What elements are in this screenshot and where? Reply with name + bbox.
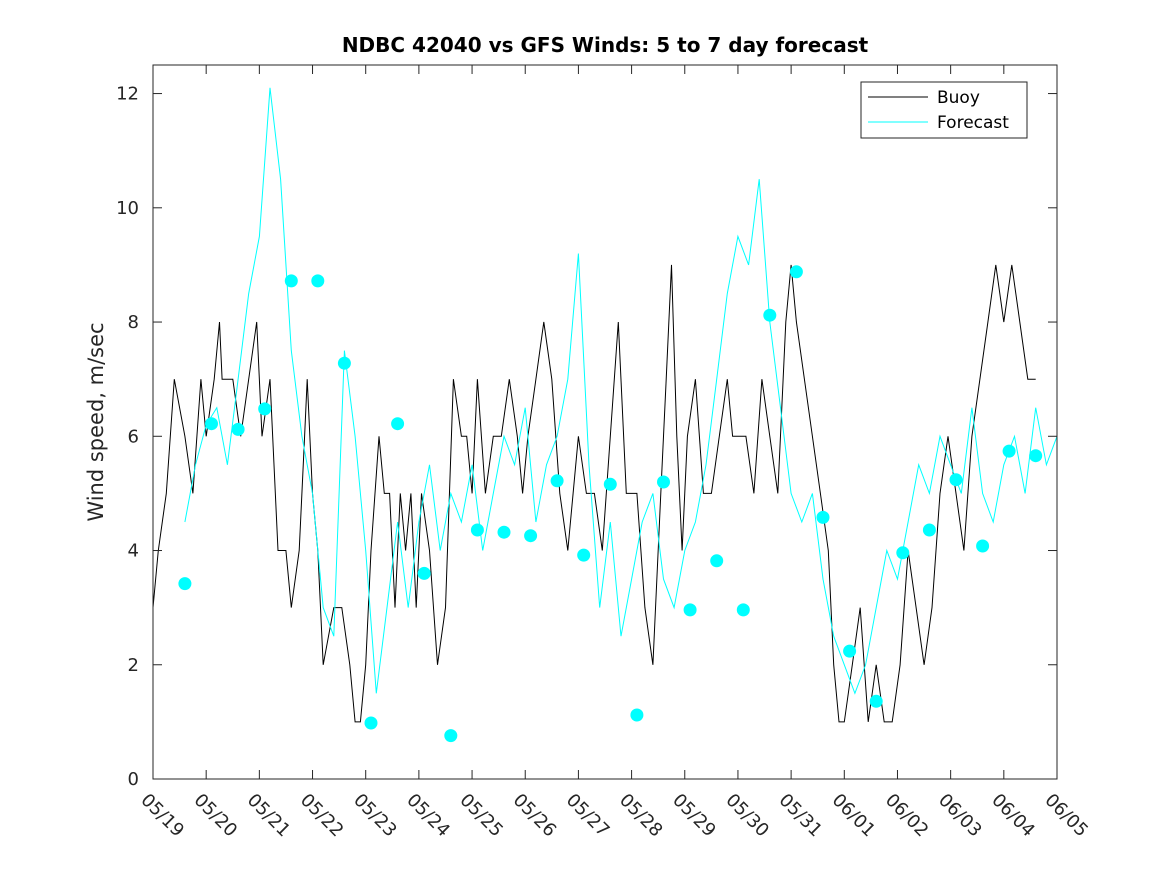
y-tick-label: 4 bbox=[128, 541, 139, 562]
y-tick-label: 2 bbox=[128, 655, 139, 676]
forecast-marker bbox=[1029, 449, 1043, 463]
x-tick-label: 06/02 bbox=[881, 790, 933, 842]
forecast-marker bbox=[630, 708, 644, 722]
series-layer bbox=[152, 87, 1058, 723]
series-line-forecast bbox=[184, 87, 1058, 695]
x-tick-label: 06/01 bbox=[828, 790, 880, 842]
forecast-marker bbox=[789, 265, 803, 279]
legend: Buoy Forecast bbox=[860, 81, 1028, 139]
forecast-marker bbox=[869, 694, 883, 708]
forecast-marker bbox=[311, 274, 325, 288]
forecast-marker bbox=[922, 523, 936, 537]
forecast-marker bbox=[364, 716, 378, 730]
y-tick-label: 10 bbox=[116, 198, 139, 219]
forecast-marker bbox=[444, 729, 458, 743]
marker-layer bbox=[178, 265, 1043, 743]
legend-label-forecast: Forecast bbox=[937, 113, 1009, 133]
forecast-marker bbox=[763, 308, 777, 322]
forecast-marker bbox=[710, 554, 724, 568]
x-tick-label: 06/04 bbox=[987, 790, 1039, 842]
forecast-marker bbox=[603, 477, 617, 491]
x-tick-label: 05/26 bbox=[509, 790, 561, 842]
forecast-marker bbox=[976, 539, 990, 553]
x-tick-label: 05/23 bbox=[349, 790, 401, 842]
forecast-marker bbox=[470, 523, 484, 537]
forecast-marker bbox=[178, 577, 192, 591]
forecast-marker bbox=[497, 525, 511, 539]
series-line-buoy bbox=[152, 264, 1036, 723]
y-tick-label: 0 bbox=[128, 769, 139, 790]
x-tick-label: 05/21 bbox=[243, 790, 295, 842]
forecast-marker bbox=[843, 644, 857, 658]
x-tick-label: 05/22 bbox=[296, 790, 348, 842]
x-tick-label: 05/30 bbox=[721, 790, 773, 842]
plot-frame bbox=[152, 64, 1058, 780]
forecast-marker bbox=[949, 473, 963, 487]
y-tick-label: 6 bbox=[128, 426, 139, 447]
plot-background bbox=[153, 65, 1057, 779]
x-tick-label: 05/27 bbox=[562, 790, 614, 842]
x-tick-label: 05/31 bbox=[775, 790, 827, 842]
forecast-marker bbox=[417, 566, 431, 580]
legend-box bbox=[860, 81, 1028, 139]
forecast-marker bbox=[550, 474, 564, 488]
forecast-marker bbox=[524, 529, 538, 543]
forecast-marker bbox=[896, 546, 910, 560]
y-axis-label: Wind speed, m/sec bbox=[84, 322, 108, 521]
forecast-marker bbox=[577, 548, 591, 562]
y-tick-label: 8 bbox=[128, 312, 139, 333]
chart-title: NDBC 42040 vs GFS Winds: 5 to 7 day fore… bbox=[342, 33, 869, 57]
forecast-marker bbox=[657, 475, 670, 489]
forecast-marker bbox=[284, 274, 298, 288]
forecast-marker bbox=[736, 603, 750, 617]
x-tick-label: 05/29 bbox=[668, 790, 720, 842]
y-tick-label: 12 bbox=[116, 84, 139, 105]
forecast-marker bbox=[683, 603, 697, 617]
x-tick-label: 06/05 bbox=[1040, 790, 1092, 842]
x-tick-label: 05/19 bbox=[136, 790, 188, 842]
forecast-marker bbox=[258, 402, 272, 416]
y-axis-ticks: 0 2 4 6 8 10 12 bbox=[116, 84, 1057, 790]
x-tick-label: 05/20 bbox=[190, 790, 242, 842]
x-tick-label: 05/25 bbox=[456, 790, 508, 842]
x-tick-label: 05/28 bbox=[615, 790, 667, 842]
x-tick-label: 06/03 bbox=[934, 790, 986, 842]
forecast-marker bbox=[816, 510, 830, 524]
forecast-marker bbox=[391, 417, 405, 431]
x-tick-label: 05/24 bbox=[402, 790, 454, 842]
forecast-marker bbox=[1002, 444, 1016, 458]
forecast-marker bbox=[205, 417, 218, 431]
legend-label-buoy: Buoy bbox=[937, 88, 980, 108]
forecast-marker bbox=[231, 422, 245, 436]
forecast-marker bbox=[337, 356, 351, 370]
